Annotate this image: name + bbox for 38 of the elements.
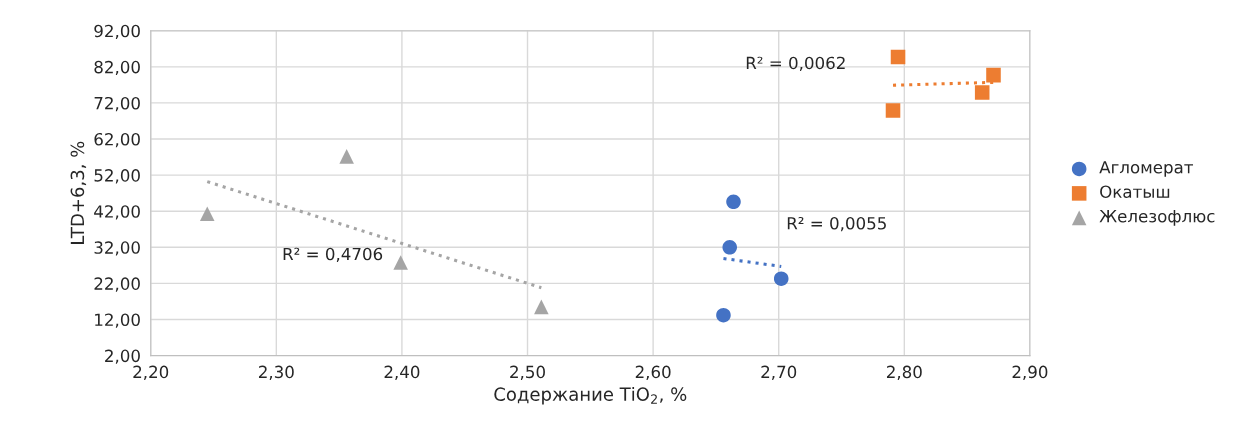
point xyxy=(726,194,741,210)
point xyxy=(393,255,408,270)
legend-label: Железофлюс xyxy=(1099,210,1215,226)
point xyxy=(199,206,215,222)
y-tick-label: 62,00 xyxy=(94,132,140,148)
x-tick-label: 2,60 xyxy=(635,365,671,380)
legend-label: Окатыш xyxy=(1100,185,1170,198)
annotation: R² = 0,0062 xyxy=(746,56,845,71)
x-axis-title: Содержание TiO$_{2}$, % xyxy=(494,387,687,405)
y-tick-label: 32,00 xyxy=(94,241,140,256)
point xyxy=(890,49,906,65)
x-tick-label: 2,50 xyxy=(510,365,545,380)
legend-label: Агломерат xyxy=(1099,161,1194,177)
y-tick-label: 2,00 xyxy=(105,349,140,364)
y-tick-label: 52,00 xyxy=(94,169,140,184)
point xyxy=(885,103,901,118)
y-tick-label: 12,00 xyxy=(95,313,140,328)
y-tick-label: 82,00 xyxy=(94,60,140,76)
point xyxy=(339,149,354,164)
point xyxy=(716,307,731,323)
y-axis-title: LTD+6,3, % xyxy=(70,141,87,244)
y-tick-label: 72,00 xyxy=(94,96,140,112)
x-tick-label: 2,40 xyxy=(384,365,420,380)
x-tick-label: 2,20 xyxy=(133,365,169,380)
point xyxy=(773,271,789,286)
y-tick-label: 22,00 xyxy=(94,277,140,292)
y-tick-label: 92,00 xyxy=(94,24,140,39)
y-tick-label: 42,00 xyxy=(94,205,140,220)
x-tick-label: 2,30 xyxy=(258,365,294,380)
x-tick-label: 2,90 xyxy=(1012,365,1048,380)
point xyxy=(974,85,990,100)
annotation: R² = 0,4706 xyxy=(283,247,383,263)
x-tick-label: 2,80 xyxy=(886,365,922,380)
point xyxy=(986,67,1001,83)
point xyxy=(534,299,549,315)
annotation: R² = 0,0055 xyxy=(787,217,886,232)
point xyxy=(722,240,738,255)
x-tick-label: 2,70 xyxy=(761,365,797,380)
